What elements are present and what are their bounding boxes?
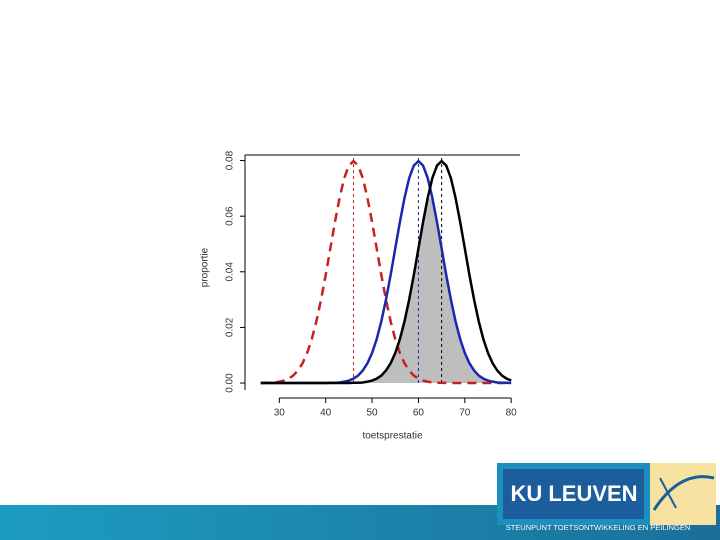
- x-tick-label: 70: [459, 408, 471, 419]
- logo-inner: [503, 469, 644, 519]
- logo-text: KU LEUVEN: [510, 481, 637, 506]
- logo-line: [659, 477, 677, 509]
- y-tick-label: 0.02: [225, 317, 236, 337]
- density-curve: [260, 159, 512, 385]
- x-tick-label: 50: [367, 408, 379, 419]
- x-tick-label: 80: [506, 408, 518, 419]
- y-tick-label: 0.08: [225, 150, 236, 170]
- y-tick-label: 0.00: [225, 373, 236, 393]
- x-tick-label: 30: [274, 408, 286, 419]
- y-axis-title: proportie: [200, 247, 211, 287]
- x-tick-label: 40: [320, 408, 332, 419]
- chart: 0.00 0.02 0.04 0.06 0.08 30 40 50 60 70 80 toetspre…: [200, 150, 520, 442]
- y-tick-label: 0.06: [225, 206, 236, 226]
- logo-emblem: [650, 463, 716, 525]
- y-tick-label: 0.04: [225, 262, 236, 282]
- overlap-area: [260, 197, 512, 384]
- footer-caption: STEUNPUNT TOETSONTWIKKELING EN PEILINGEN: [506, 523, 691, 532]
- x-tick-label: 60: [413, 408, 425, 419]
- x-axis-title: toetsprestatie: [362, 431, 422, 442]
- density-curve: [260, 159, 512, 385]
- logo-arc: [652, 475, 715, 511]
- density-curve: [260, 159, 512, 385]
